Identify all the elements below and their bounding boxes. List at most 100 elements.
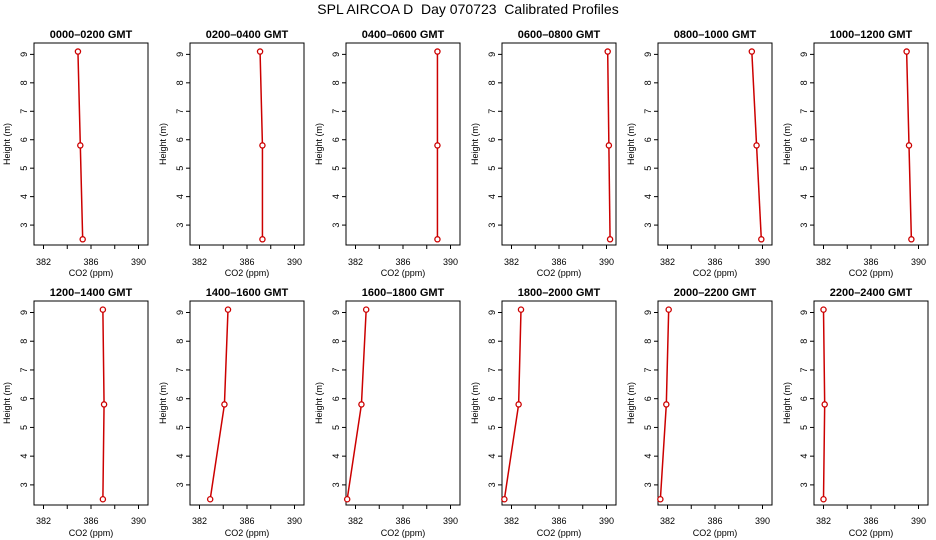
y-tick-label: 8: [643, 80, 653, 85]
y-tick-label: 5: [175, 166, 185, 171]
y-tick-label: 4: [799, 194, 809, 199]
plot-frame: [657, 300, 773, 506]
figure-title: SPL AIRCOA D Day 070723 Calibrated Profi…: [317, 1, 619, 17]
y-tick-label: 4: [19, 454, 29, 459]
y-tick-label: 8: [331, 80, 341, 85]
y-tick-label: 3: [175, 223, 185, 228]
data-point: [821, 401, 828, 408]
y-tick-label: 4: [175, 454, 185, 459]
y-tick-label: 7: [331, 367, 341, 372]
y-tick-label: 6: [799, 137, 809, 142]
panel-9: 1600–1800 GMT 382 386 390 3 4 5 6 7 8 9 CO2 (ppm) He…: [314, 287, 461, 538]
data-point: [606, 236, 614, 243]
x-tick-label: 386: [551, 257, 566, 267]
data-point: [501, 496, 508, 503]
data-point: [758, 236, 765, 243]
y-tick-label: 3: [799, 482, 809, 487]
x-tick-label: 382: [504, 257, 519, 267]
y-axis-label: Height (m): [314, 123, 324, 165]
data-point: [434, 236, 441, 243]
x-tick-label: 390: [131, 257, 146, 267]
panel-title: 2200–2400 GMT: [830, 287, 913, 299]
y-axis-label: Height (m): [2, 123, 12, 165]
y-tick-label: 9: [643, 52, 653, 57]
y-tick-label: 3: [643, 482, 653, 487]
x-tick-label: 390: [755, 257, 770, 267]
plot-frame: [189, 42, 305, 246]
data-point: [99, 306, 107, 313]
y-tick-label: 6: [19, 137, 29, 142]
y-tick-label: 9: [799, 310, 809, 315]
panel-1: 0000–0200 GMT 382 386 390 3 4 5 6 7 8 9 CO2 (ppm) He…: [2, 29, 149, 278]
panel-title: 0000–0200 GMT: [50, 29, 133, 41]
x-tick-label: 390: [755, 516, 770, 526]
data-point: [908, 236, 915, 243]
y-tick-label: 9: [487, 52, 497, 57]
data-point: [434, 142, 441, 149]
y-tick-label: 5: [19, 425, 29, 430]
y-tick-label: 3: [19, 482, 29, 487]
y-tick-label: 7: [799, 109, 809, 114]
x-tick-label: 386: [83, 257, 98, 267]
y-tick-label: 4: [487, 454, 497, 459]
y-tick-label: 8: [643, 339, 653, 344]
y-axis-label: Height (m): [314, 382, 324, 424]
plot-frame: [813, 300, 929, 506]
panel-title: 1600–1800 GMT: [362, 287, 445, 299]
y-tick-label: 6: [487, 396, 497, 401]
y-tick-label: 5: [643, 425, 653, 430]
y-tick-label: 7: [643, 109, 653, 114]
x-axis-label: CO2 (ppm): [225, 268, 270, 278]
panel-5: 0800–1000 GMT 382 386 390 3 4 5 6 7 8 9 CO2 (ppm) He…: [626, 29, 773, 278]
plot-frame: [33, 300, 149, 506]
y-tick-label: 5: [799, 425, 809, 430]
x-tick-label: 390: [599, 516, 614, 526]
panel-title: 0200–0400 GMT: [206, 29, 289, 41]
data-point: [259, 142, 266, 149]
y-tick-label: 3: [331, 482, 341, 487]
data-point: [221, 401, 228, 408]
data-point: [903, 48, 910, 55]
data-point: [665, 306, 672, 313]
x-tick-label: 382: [192, 516, 207, 526]
data-point: [905, 142, 913, 149]
y-axis-label: Height (m): [158, 382, 168, 424]
y-axis-label: Height (m): [470, 382, 480, 424]
data-point: [343, 496, 351, 503]
y-tick-label: 9: [19, 52, 29, 57]
y-tick-label: 7: [487, 109, 497, 114]
x-axis-label: CO2 (ppm): [693, 528, 738, 538]
panel-3: 0400–0600 GMT 382 386 390 3 4 5 6 7 8 9 CO2 (ppm) He…: [314, 29, 461, 278]
y-tick-label: 6: [643, 137, 653, 142]
panel-4: 0600–0800 GMT 382 386 390 3 4 5 6 7 8 9 CO2 (ppm) He…: [470, 29, 617, 278]
x-axis-label: CO2 (ppm): [537, 528, 582, 538]
data-point: [604, 48, 611, 55]
data-point: [99, 496, 107, 503]
y-tick-label: 9: [331, 52, 341, 57]
x-axis-label: CO2 (ppm): [225, 528, 270, 538]
panel-title: 0600–0800 GMT: [518, 29, 601, 41]
y-tick-label: 8: [331, 339, 341, 344]
plot-frame: [501, 42, 617, 246]
data-point: [206, 496, 214, 503]
y-tick-label: 8: [487, 339, 497, 344]
data-point: [753, 142, 760, 149]
panel-7: 1200–1400 GMT 382 386 390 3 4 5 6 7 8 9 CO2 (ppm) He…: [2, 287, 149, 538]
y-tick-label: 3: [643, 223, 653, 228]
y-tick-label: 9: [643, 310, 653, 315]
x-tick-label: 386: [83, 516, 98, 526]
x-axis-label: CO2 (ppm): [537, 268, 582, 278]
y-tick-label: 7: [19, 109, 29, 114]
y-tick-label: 4: [175, 194, 185, 199]
x-tick-label: 386: [239, 257, 254, 267]
y-tick-label: 4: [643, 194, 653, 199]
panel-title: 0800–1000 GMT: [674, 29, 757, 41]
y-tick-label: 6: [175, 396, 185, 401]
y-tick-label: 9: [19, 310, 29, 315]
y-tick-label: 5: [643, 166, 653, 171]
data-point: [77, 142, 84, 149]
panel-10: 1800–2000 GMT 382 386 390 3 4 5 6 7 8 9 CO2 (ppm) He…: [470, 287, 617, 538]
y-tick-label: 8: [799, 339, 809, 344]
